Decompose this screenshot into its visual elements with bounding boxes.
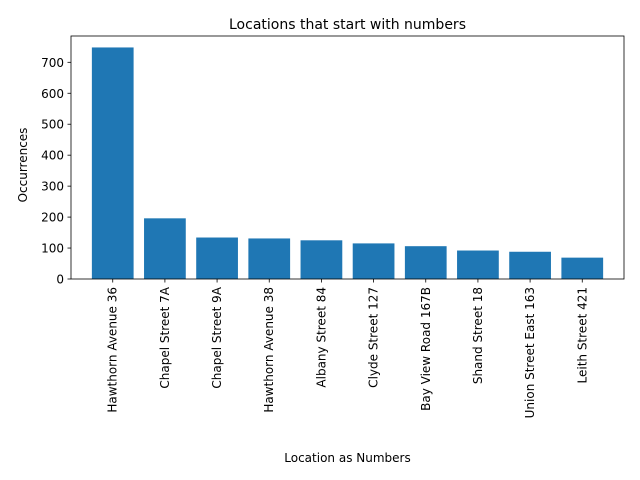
bar-9 <box>509 251 551 279</box>
x-axis-label: Location as Numbers <box>284 451 410 465</box>
y-tick-label: 0 <box>56 273 64 287</box>
x-tick-label: Chapel Street 7A <box>158 286 172 388</box>
bar-7 <box>404 246 447 279</box>
plot-frame <box>70 35 625 280</box>
y-tick-label: 600 <box>41 87 64 101</box>
x-tick-label: Union Street East 163 <box>523 287 537 418</box>
y-tick-label: 100 <box>41 242 64 256</box>
x-tick-label: Bay View Road 167B <box>419 287 433 411</box>
bar-10 <box>561 257 604 279</box>
axes-layer: Hawthorn Avenue 36 Chapel Street 7A Chapel… <box>41 35 625 418</box>
bar-4 <box>248 238 291 279</box>
x-tick-label: Clyde Street 127 <box>367 287 381 388</box>
x-tick-label: Shand Street 18 <box>471 287 485 384</box>
x-tick-label: Chapel Street 9A <box>210 286 224 388</box>
x-tick-label: Hawthorn Avenue 38 <box>262 287 276 413</box>
bar-8 <box>457 250 499 279</box>
y-tick-label: 700 <box>41 56 64 70</box>
bar-3 <box>196 237 238 279</box>
x-tick-label: Albany Street 84 <box>314 287 328 388</box>
bars-layer <box>91 47 604 279</box>
x-tick-label: Leith Street 421 <box>575 287 589 384</box>
bar-6 <box>352 243 395 279</box>
y-tick-label: 200 <box>41 211 64 225</box>
y-tick-label: 500 <box>41 118 64 132</box>
bar-2 <box>144 218 186 279</box>
y-tick-label: 300 <box>41 180 64 194</box>
chart-title: Locations that start with numbers <box>229 17 466 33</box>
bar-1 <box>91 47 134 279</box>
bar-5 <box>300 240 343 279</box>
y-tick-label: 400 <box>41 149 64 163</box>
x-tick-label: Hawthorn Avenue 36 <box>106 287 120 413</box>
y-axis-label: Occurrences <box>16 128 30 203</box>
